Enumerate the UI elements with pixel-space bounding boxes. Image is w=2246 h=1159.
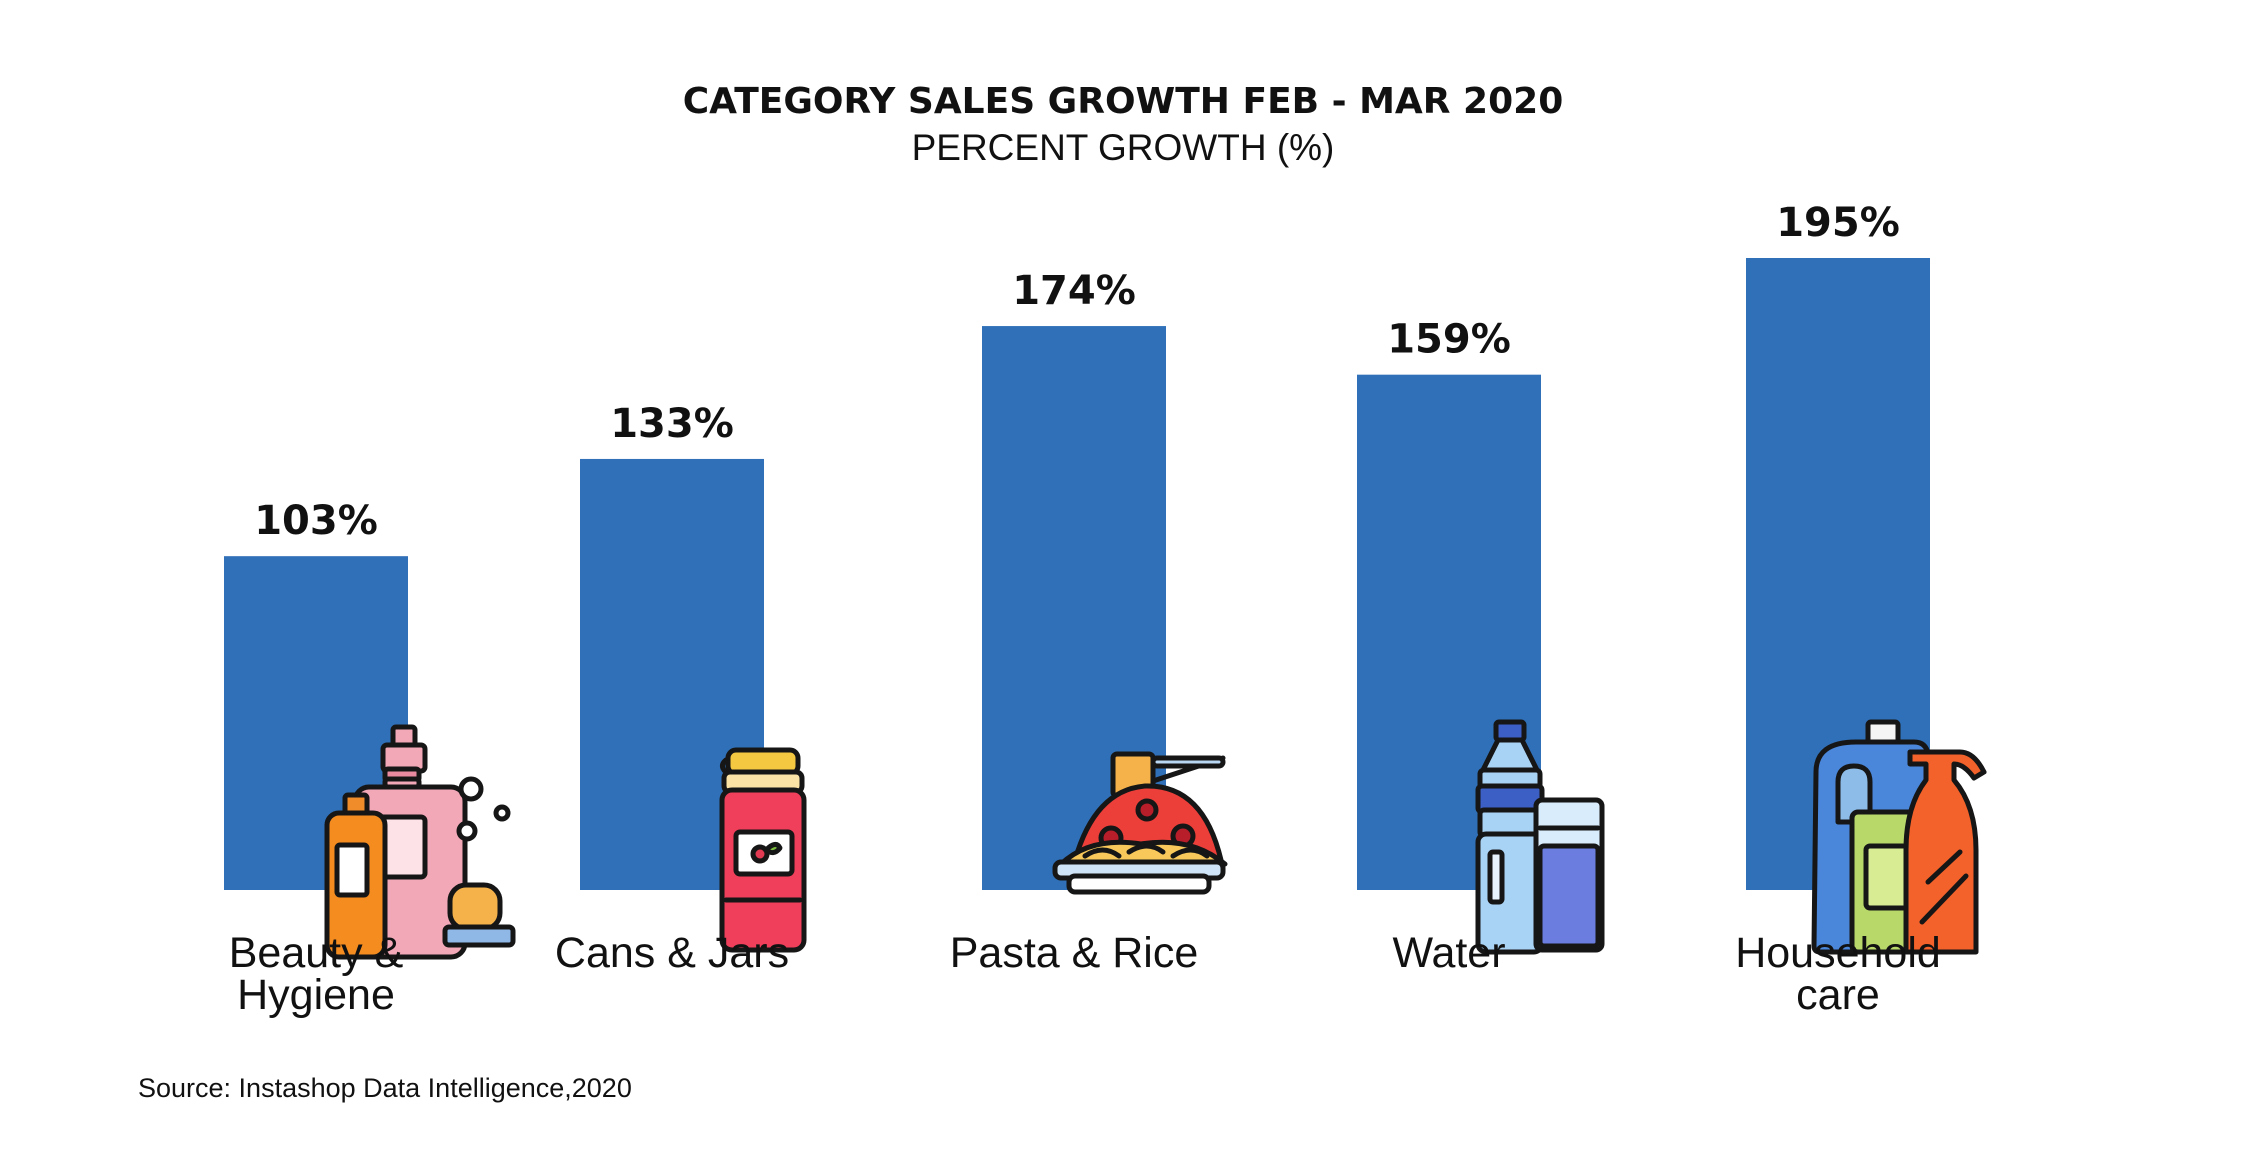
value-label: 174% (1012, 268, 1136, 314)
source-note: Source: Instashop Data Intelligence,2020 (138, 1073, 632, 1103)
value-label: 103% (254, 498, 378, 544)
category-label: Cans & Jars (555, 929, 789, 977)
jam-jar-icon (719, 747, 807, 953)
value-label: 159% (1387, 317, 1511, 363)
category-label: Household (1735, 929, 1941, 977)
beauty-products-icon (324, 724, 516, 960)
category-label: Water (1392, 929, 1505, 977)
water-bottle-glass-icon (1475, 719, 1605, 955)
cleaning-products-icon (1811, 719, 1987, 955)
value-label: 195% (1776, 200, 1900, 246)
category-label: care (1796, 971, 1880, 1019)
category-label: Pasta & Rice (950, 929, 1199, 977)
spaghetti-plate-icon (1052, 751, 1228, 895)
value-label: 133% (610, 401, 734, 447)
icons-group (324, 719, 1987, 960)
category-label: Beauty & (229, 929, 404, 977)
chart-subtitle: PERCENT GROWTH (%) (912, 127, 1335, 168)
category-label: Hygiene (237, 971, 395, 1019)
chart-title: CATEGORY SALES GROWTH FEB - MAR 2020 (683, 81, 1564, 122)
labels-group: 103% Beauty &Hygiene 133% Cans & Jars 174% Pa… (229, 200, 1941, 1019)
